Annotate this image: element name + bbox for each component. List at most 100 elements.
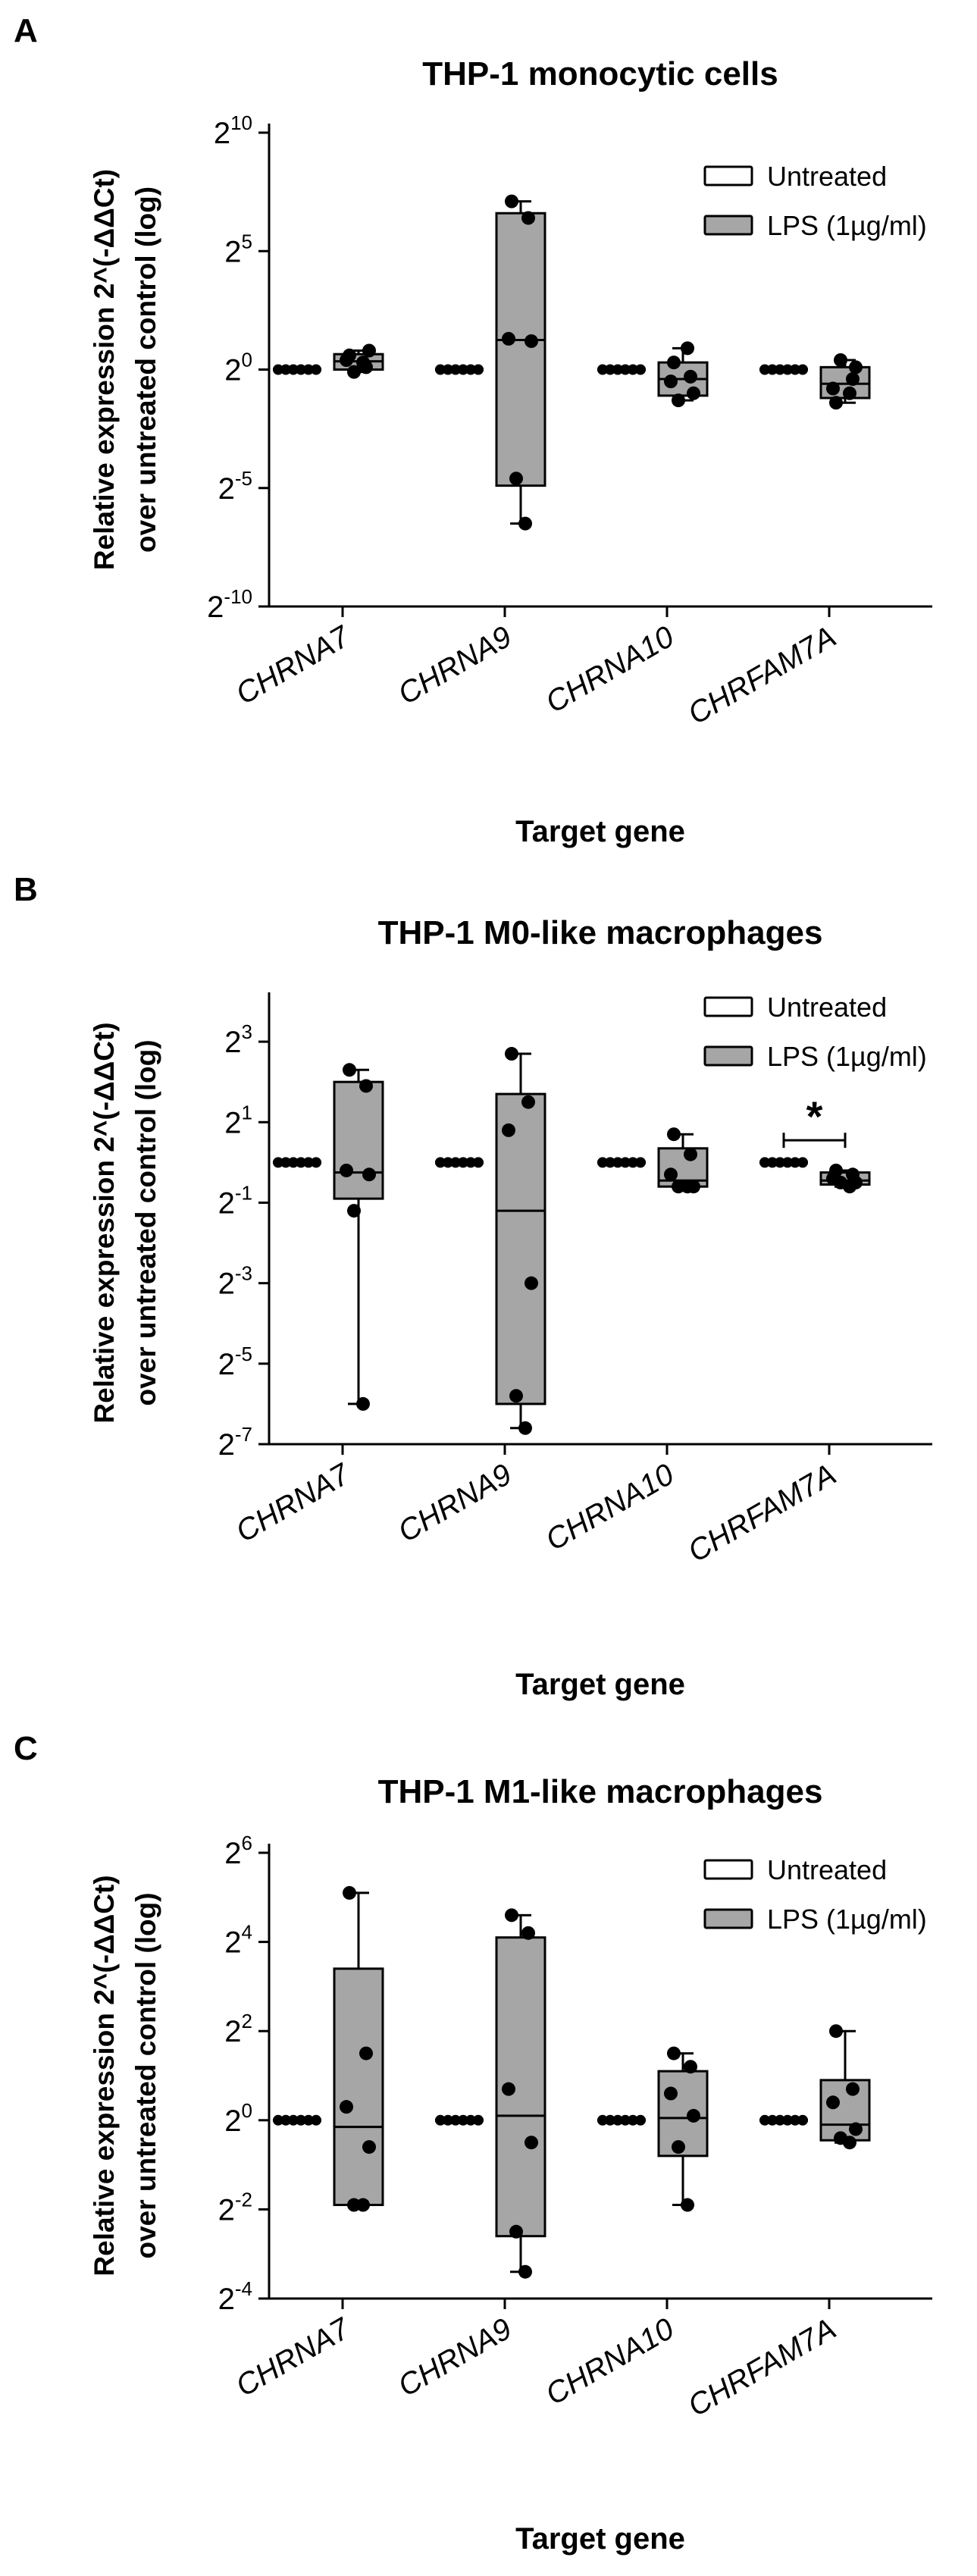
lps-point: [846, 372, 860, 386]
lps-point: [664, 374, 678, 389]
y-tick-label: 2-2: [218, 2188, 252, 2227]
significance-star: *: [806, 1092, 823, 1140]
legend-label: Untreated: [767, 992, 887, 1023]
legend-swatch: [703, 1908, 753, 1929]
legend-label: Untreated: [767, 1854, 887, 1885]
lps-point: [667, 2046, 681, 2060]
chart-panel-a: A THP-1 monocytic cells Relative expressio…: [14, 12, 932, 848]
lps-point: [667, 356, 681, 370]
untreated-point: [628, 364, 638, 375]
untreated-point: [288, 2114, 299, 2126]
untreated-point: [465, 1157, 476, 1168]
untreated-point: [797, 2114, 808, 2126]
untreated-point: [605, 1157, 615, 1168]
legend-label: LPS (1µg/ml): [767, 1041, 927, 1072]
lps-point: [362, 1167, 376, 1182]
untreated-point: [597, 364, 608, 375]
lps-point: [502, 1123, 515, 1137]
y-tick-label: 23: [224, 1020, 252, 1059]
lps-point: [505, 1908, 518, 1923]
y-tick-label: 21: [224, 1101, 252, 1139]
lps-point: [521, 211, 535, 225]
lps-point: [667, 1127, 681, 1142]
untreated-point: [435, 1157, 446, 1168]
untreated-point: [443, 364, 453, 375]
untreated-point: [458, 364, 468, 375]
lps-point: [525, 334, 538, 348]
y-axis-label-line1: Relative expression 2^(-ΔΔCt): [89, 1022, 120, 1423]
x-tick-label: CHRFAM7A: [683, 2312, 842, 2424]
untreated-point: [612, 1157, 623, 1168]
untreated-point: [628, 1157, 638, 1168]
untreated-point: [303, 1157, 314, 1168]
untreated-point: [273, 364, 283, 375]
untreated-point: [767, 2114, 778, 2126]
lps-point: [521, 1926, 535, 1940]
untreated-point: [280, 364, 291, 375]
x-tick-label: CHRNA10: [540, 620, 680, 719]
x-tick-label: CHRNA9: [393, 1458, 517, 1549]
untreated-point: [767, 1157, 778, 1168]
panel-letter: A: [14, 12, 38, 49]
panel-a: A THP-1 monocytic cells Relative expressio…: [0, 0, 977, 859]
y-tick-label: 22: [224, 2010, 252, 2048]
x-axis-label: Target gene: [515, 815, 685, 848]
lps-box: [495, 1092, 546, 1406]
y-tick-label: 2-4: [218, 2277, 252, 2316]
untreated-point: [280, 2114, 291, 2126]
untreated-point: [775, 2114, 785, 2126]
legend-swatch: [703, 165, 753, 186]
untreated-point: [620, 1157, 631, 1168]
lps-point: [829, 396, 843, 410]
untreated-point: [597, 1157, 608, 1168]
chart-title: THP-1 M0-like macrophages: [378, 914, 823, 951]
x-tick-label: CHRNA9: [393, 620, 517, 711]
y-tick-label: 210: [214, 111, 252, 150]
x-axis-label: Target gene: [515, 1668, 685, 1701]
lps-point: [525, 1276, 538, 1290]
lps-point: [356, 1396, 370, 1411]
untreated-point: [311, 2114, 321, 2126]
untreated-point: [273, 1157, 283, 1168]
y-tick-label: 20: [224, 349, 252, 387]
panel-b: B THP-1 M0-like macrophages Relative expre…: [0, 859, 977, 1718]
lps-point: [843, 386, 856, 400]
untreated-point: [443, 2114, 453, 2126]
lps-point: [681, 2198, 694, 2212]
lps-point: [505, 194, 518, 208]
x-tick-label: CHRNA9: [393, 2312, 517, 2403]
untreated-point: [782, 2114, 793, 2126]
lps-point: [684, 1147, 697, 1161]
chart-title: THP-1 monocytic cells: [422, 55, 778, 92]
y-tick-label: 2-5: [218, 1343, 252, 1381]
lps-point: [509, 1389, 523, 1403]
x-tick-label: CHRNA10: [540, 2312, 680, 2411]
x-tick-label: CHRNA7: [230, 2311, 356, 2403]
lps-point: [672, 2140, 685, 2155]
y-tick-label: 24: [224, 1921, 252, 1960]
lps-point: [356, 356, 370, 370]
lps-point: [829, 2024, 843, 2039]
untreated-point: [458, 1157, 468, 1168]
x-tick-label: CHRNA7: [230, 619, 356, 711]
untreated-point: [612, 2114, 623, 2126]
lps-point: [521, 1095, 535, 1109]
untreated-point: [473, 364, 484, 375]
lps-point: [684, 369, 697, 384]
untreated-point: [759, 1157, 770, 1168]
untreated-point: [296, 1157, 306, 1168]
lps-point: [362, 2140, 376, 2155]
lps-point: [681, 1180, 694, 1194]
untreated-point: [605, 364, 615, 375]
untreated-point: [465, 2114, 476, 2126]
lps-point: [356, 2198, 370, 2212]
untreated-point: [450, 1157, 461, 1168]
untreated-point: [620, 2114, 631, 2126]
untreated-point: [797, 364, 808, 375]
lps-point: [502, 2082, 515, 2096]
lps-point: [509, 472, 523, 486]
panel-letter: C: [14, 1730, 38, 1767]
untreated-point: [759, 364, 770, 375]
untreated-point: [280, 1157, 291, 1168]
chart-panel-b: B THP-1 M0-like macrophages Relative expre…: [14, 871, 932, 1701]
